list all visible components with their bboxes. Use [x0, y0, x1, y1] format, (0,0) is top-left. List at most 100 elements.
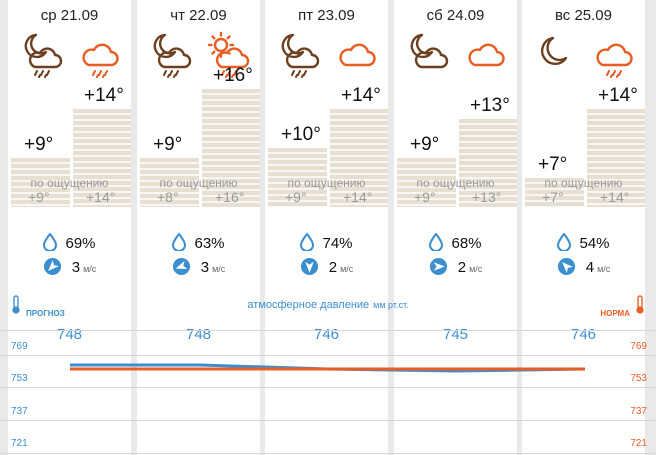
- day-column[interactable]: пт 23.09 +10° +14° по ощущению +9° +14° 74% 2 м/…: [265, 0, 388, 455]
- wind-direction-icon: [172, 257, 190, 276]
- wind-direction-icon: [43, 257, 61, 276]
- water-drop-icon: [429, 232, 444, 252]
- day-temp-bar: [587, 108, 645, 207]
- moon-cloud-rain-icon: [148, 30, 192, 78]
- axis-tick-right: 737: [630, 406, 647, 417]
- wind-unit: м/с: [469, 264, 483, 274]
- wind-direction-icon: [429, 257, 447, 276]
- feels-day: +16°: [215, 189, 245, 205]
- wind: 4 м/с: [522, 257, 645, 276]
- wind-unit: м/с: [597, 264, 611, 274]
- humidity: 63%: [137, 232, 260, 252]
- night-temp-bar: [268, 148, 327, 207]
- wind-speed: 3: [71, 259, 81, 276]
- night-temp-bar: [525, 178, 584, 207]
- gridline: [0, 420, 656, 421]
- axis-tick-left: 753: [11, 373, 28, 384]
- wind-direction-icon: [300, 257, 318, 276]
- day-date: сб 24.09: [426, 7, 485, 24]
- wind-unit: м/с: [340, 264, 354, 274]
- humidity-value: 74%: [322, 235, 353, 252]
- day-temp: +14°: [84, 84, 124, 106]
- feels-like-label: по ощущению: [159, 176, 238, 190]
- pressure-value: 746: [313, 326, 340, 343]
- gridline: [0, 355, 656, 356]
- moon-icon: [533, 30, 577, 78]
- night-temp-bar: [11, 158, 70, 207]
- wind-speed: 2: [328, 259, 338, 276]
- day-temp: +16°: [213, 64, 253, 86]
- humidity-value: 68%: [451, 235, 482, 252]
- wind-unit: м/с: [83, 264, 97, 274]
- humidity-value: 63%: [194, 235, 225, 252]
- wind-speed: 4: [585, 259, 595, 276]
- axis-tick-left: 769: [11, 341, 28, 352]
- pressure-value: 746: [570, 326, 597, 343]
- day-column[interactable]: сб 24.09 +9° +13° по ощущению +9° +13° 68% 2 м/с…: [394, 0, 517, 455]
- feels-like-label: по ощущению: [544, 176, 623, 190]
- wind: 3 м/с: [8, 257, 131, 276]
- wind-direction-icon: [557, 257, 575, 276]
- feels-night: +9°: [285, 189, 307, 205]
- wind-unit: м/с: [212, 264, 226, 274]
- norm-label: НОРМА: [600, 309, 630, 318]
- day-date: чт 22.09: [170, 7, 227, 24]
- humidity-value: 69%: [65, 235, 96, 252]
- cloud-rain-icon: [77, 30, 121, 78]
- moon-cloud-icon: [405, 30, 449, 78]
- night-temp: +9°: [24, 134, 54, 156]
- sun-cloud-rain-icon: [206, 30, 250, 78]
- water-drop-icon: [300, 232, 315, 252]
- day-date: пт 23.09: [298, 7, 355, 24]
- day-temp-bar: [73, 108, 131, 207]
- wind: 2 м/с: [265, 257, 388, 276]
- night-temp: +7°: [538, 154, 568, 175]
- forecast-label: ПРОГНОЗ: [26, 309, 65, 318]
- forecast-thermometer-icon: [10, 295, 22, 320]
- day-date: вс 25.09: [554, 7, 612, 24]
- day-column[interactable]: вс 25.09 +7° +14° по ощущению +7° +14° 54% 4 м/с…: [522, 0, 645, 455]
- pressure-title: атмосферное давление мм рт.ст.: [247, 299, 409, 311]
- feels-like-label: по ощущению: [30, 176, 109, 190]
- wind-speed: 2: [457, 259, 467, 276]
- cloud-icon: [334, 30, 378, 78]
- feels-day: +14°: [343, 189, 373, 205]
- day-temp-bar: [330, 108, 388, 207]
- wind: 2 м/с: [394, 257, 517, 276]
- day-temp: +14°: [341, 84, 381, 106]
- day-column[interactable]: ср 21.09 +9° +14° по ощущению +9° +14° 69% 3 м/с…: [8, 0, 131, 455]
- cloud-rain-icon: [591, 30, 635, 78]
- axis-tick-right: 753: [630, 373, 647, 384]
- gridline: [0, 453, 656, 454]
- pressure-value: 748: [185, 326, 212, 343]
- water-drop-icon: [43, 232, 58, 252]
- night-temp: +9°: [153, 134, 183, 156]
- feels-night: +7°: [542, 189, 564, 205]
- water-drop-icon: [172, 232, 187, 252]
- feels-night: +9°: [28, 189, 50, 205]
- humidity: 68%: [394, 232, 517, 252]
- day-temp-bar: [459, 118, 517, 207]
- moon-cloud-rain-icon: [19, 30, 63, 78]
- day-date: ср 21.09: [40, 7, 99, 24]
- gridline: [0, 330, 656, 331]
- day-column[interactable]: чт 22.09 +9° +16° по ощущению +8° +16° 63% 3 м/с…: [137, 0, 260, 455]
- day-temp: +13°: [470, 94, 510, 116]
- feels-like-label: по ощущению: [287, 176, 366, 190]
- humidity-value: 54%: [579, 235, 610, 252]
- axis-tick-left: 721: [11, 438, 28, 449]
- pressure-value: 745: [442, 326, 469, 343]
- gridline: [0, 387, 656, 388]
- moon-cloud-rain-icon: [276, 30, 320, 78]
- night-temp: +10°: [281, 124, 321, 146]
- water-drop-icon: [557, 232, 572, 252]
- axis-tick-right: 769: [630, 341, 647, 352]
- wind: 3 м/с: [137, 257, 260, 276]
- feels-night: +8°: [157, 189, 179, 205]
- wind-speed: 3: [200, 259, 210, 276]
- humidity: 69%: [8, 232, 131, 252]
- feels-day: +14°: [600, 189, 630, 205]
- day-temp: +14°: [598, 84, 638, 106]
- axis-tick-left: 737: [11, 406, 28, 417]
- day-temp-bar: [202, 88, 260, 207]
